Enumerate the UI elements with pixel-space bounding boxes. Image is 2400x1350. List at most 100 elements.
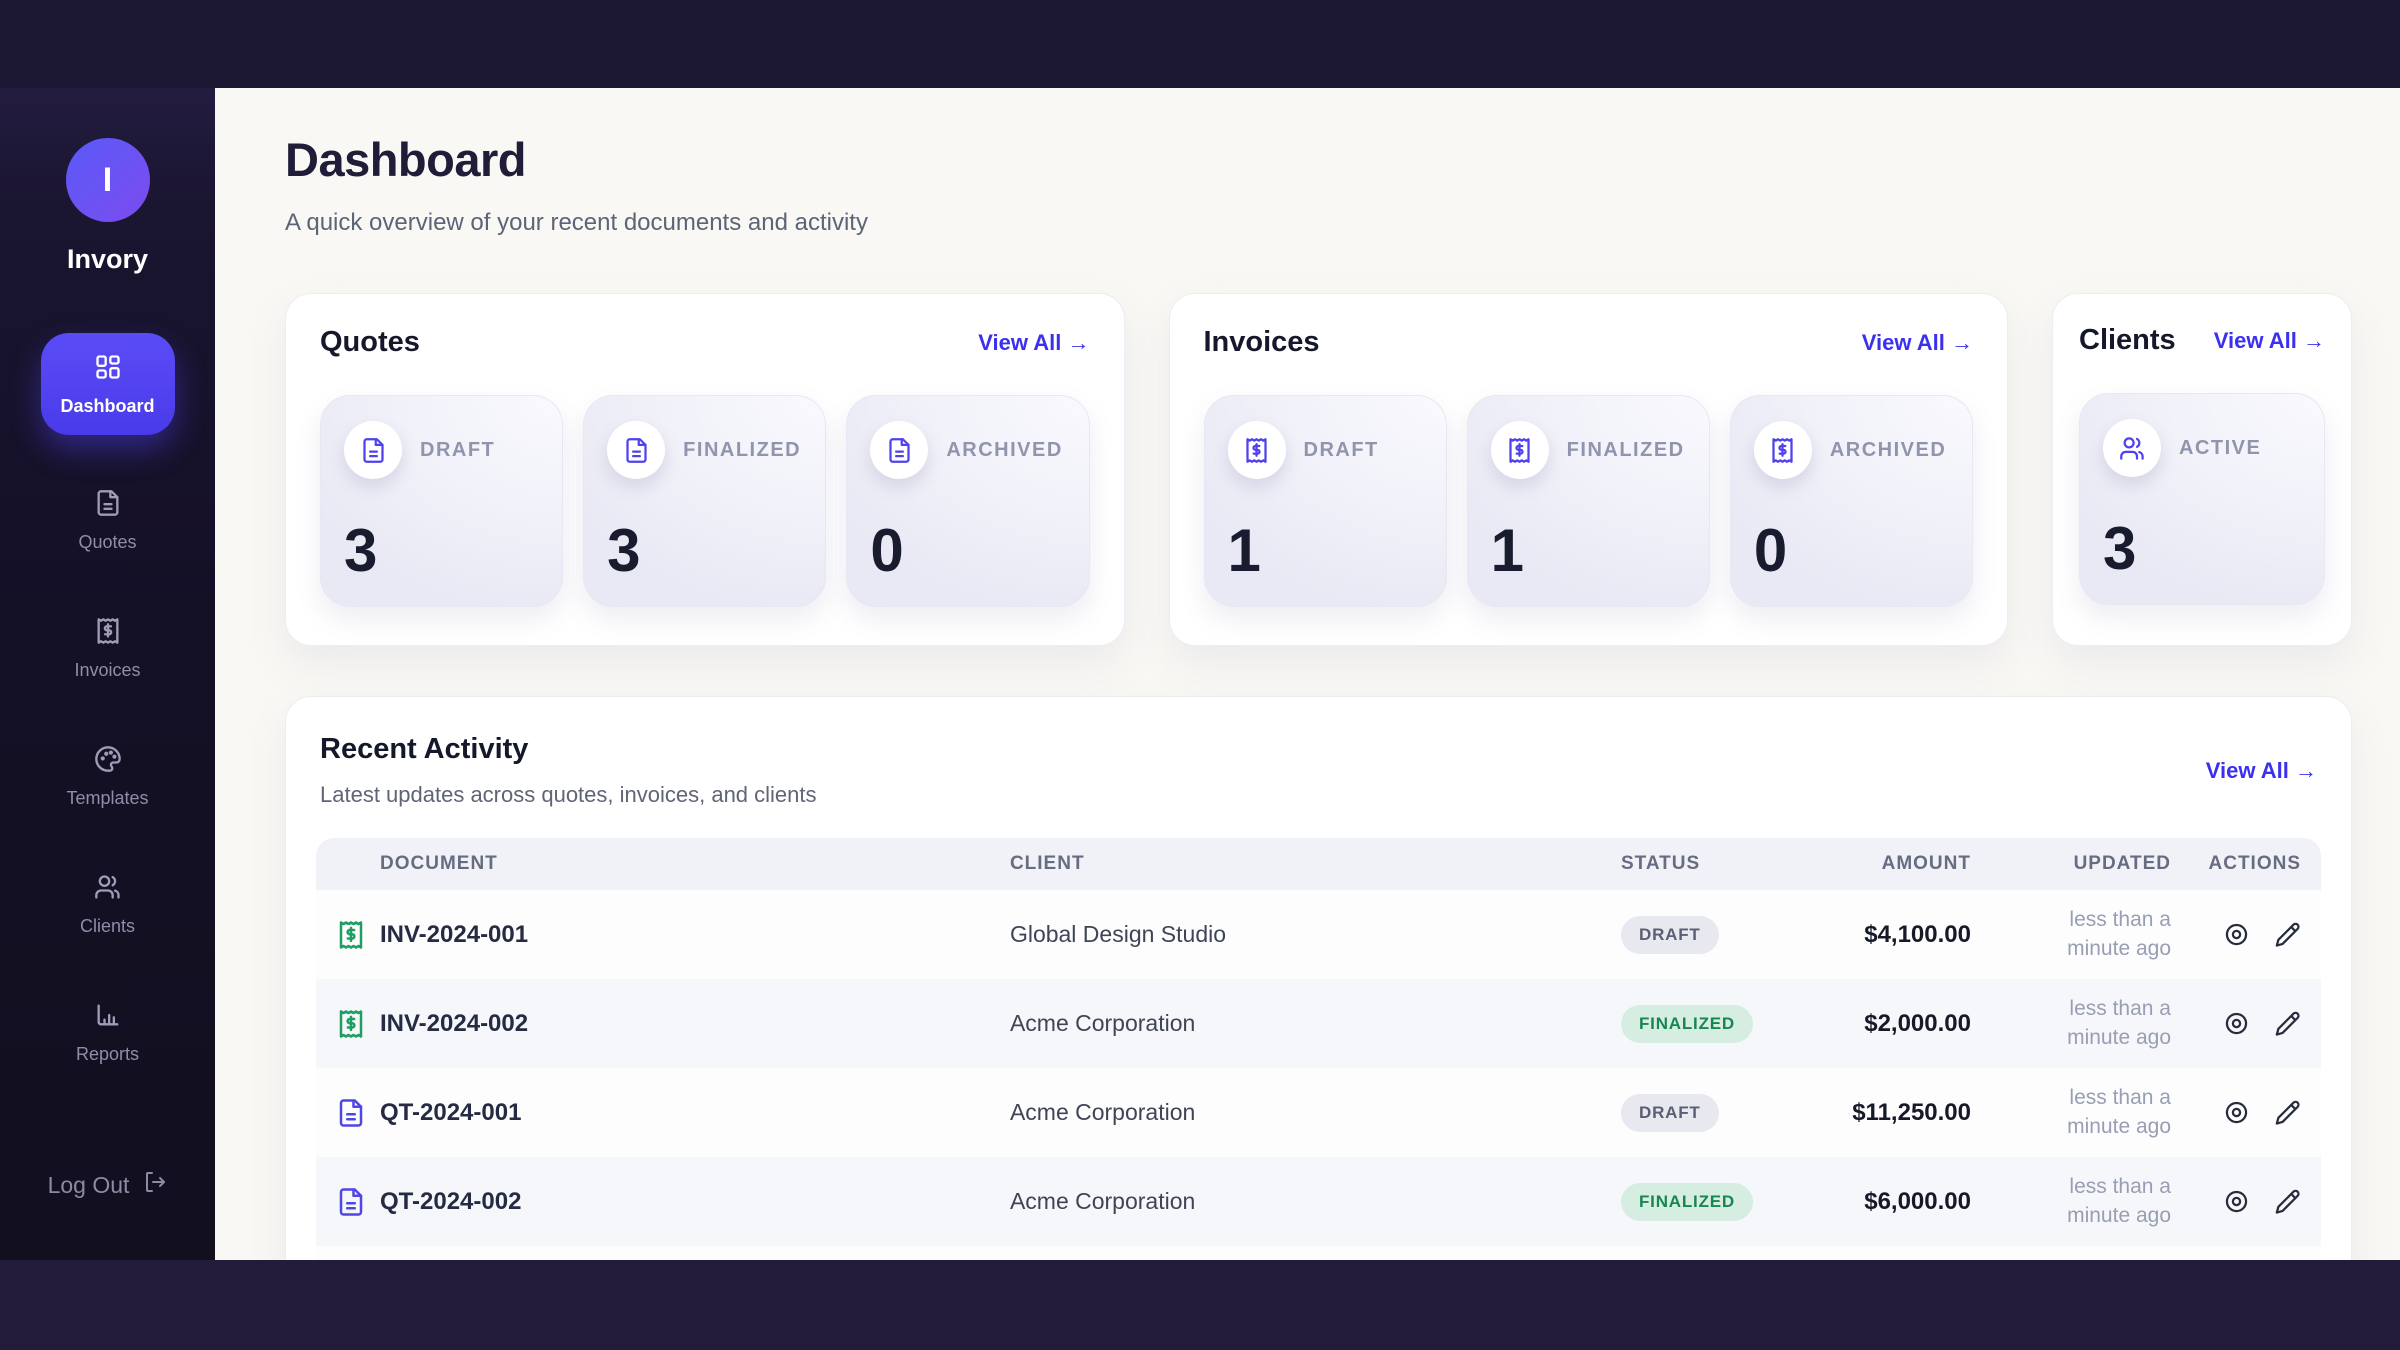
receipt-icon <box>1227 421 1286 479</box>
column-header-client: CLIENT <box>1009 853 1085 874</box>
quote-file-icon <box>336 1187 380 1217</box>
logout-label: Log Out <box>47 1171 130 1198</box>
updated-time: less than a minute ago <box>2067 1086 2171 1138</box>
stat-tile-quotes-finalized: FINALIZED 3 <box>583 395 827 607</box>
stat-label: FINALIZED <box>683 438 802 461</box>
users-icon <box>94 873 122 906</box>
sidebar-nav: Dashboard Quotes Invoices Templates Clie… <box>0 333 215 1075</box>
recent-activity-view-all-link[interactable]: View All → <box>2205 757 2317 783</box>
stat-value: 3 <box>607 517 641 584</box>
stat-tile-quotes-archived: ARCHIVED 0 <box>846 395 1090 607</box>
summary-cards-row: Quotes View All → DRAFT 3 <box>285 293 2352 646</box>
invoices-view-all-link[interactable]: View All → <box>1861 329 1973 355</box>
palette-icon <box>94 745 122 778</box>
recent-activity-subtitle: Latest updates across quotes, invoices, … <box>320 782 817 807</box>
document-id: INV-2024-002 <box>380 1009 529 1037</box>
stat-label: DRAFT <box>1303 438 1379 461</box>
amount-value: $11,250.00 <box>1852 1098 1971 1126</box>
stat-tile-invoices-finalized: FINALIZED 1 <box>1466 395 1710 607</box>
dashboard-icon <box>94 353 122 386</box>
clients-view-all-link[interactable]: View All → <box>2213 327 2325 353</box>
stat-label: ACTIVE <box>2179 436 2262 459</box>
view-button[interactable] <box>2223 1188 2250 1215</box>
table-row[interactable]: INV-2024-002 Acme Corporation FINALIZED … <box>316 979 2321 1068</box>
table-row[interactable]: INV-2024-001 Global Design Studio DRAFT … <box>316 890 2321 979</box>
stat-value: 1 <box>1490 517 1525 584</box>
table-row[interactable]: QT-2024-001 Acme Corporation DRAFT $11,2… <box>316 1068 2321 1157</box>
app-name: Invory <box>66 244 149 274</box>
invoice-receipt-icon <box>336 1009 380 1039</box>
view-button[interactable] <box>2223 921 2250 948</box>
sidebar-item-label: Quotes <box>78 532 137 552</box>
file-text-icon <box>344 421 402 479</box>
stat-label: FINALIZED <box>1566 438 1685 461</box>
status-badge: FINALIZED <box>1621 1004 1753 1043</box>
invoices-summary-card: Invoices View All → DRAFT 1 <box>1168 293 2008 646</box>
status-badge: DRAFT <box>1621 915 1719 954</box>
sidebar-item-quotes[interactable]: Quotes <box>28 479 188 563</box>
column-header-amount: AMOUNT <box>1881 853 1971 874</box>
edit-button[interactable] <box>2274 1099 2301 1126</box>
client-name: Acme Corporation <box>1009 1099 1196 1125</box>
edit-button[interactable] <box>2274 921 2301 948</box>
stat-value: 3 <box>2103 515 2137 582</box>
logout-icon <box>143 1170 167 1200</box>
clients-summary-card: Clients View All → ACTIVE 3 <box>2052 293 2352 646</box>
receipt-icon <box>1753 421 1812 479</box>
sidebar-item-label: Reports <box>75 1044 140 1064</box>
edit-button[interactable] <box>2274 1010 2301 1037</box>
receipt-icon <box>94 617 122 650</box>
stat-label: DRAFT <box>420 438 496 461</box>
bottom-chrome-bar <box>0 1260 2400 1350</box>
sidebar-item-label: Invoices <box>74 660 141 680</box>
sidebar-item-label: Templates <box>66 788 149 808</box>
sidebar-item-label: Dashboard <box>60 396 155 416</box>
recent-activity-card: Recent Activity Latest updates across qu… <box>285 696 2352 1260</box>
sidebar-item-clients[interactable]: Clients <box>28 863 188 947</box>
sidebar-item-reports[interactable]: Reports <box>28 991 188 1075</box>
stat-tile-quotes-draft: DRAFT 3 <box>320 395 564 607</box>
sidebar-item-invoices[interactable]: Invoices <box>28 607 188 691</box>
table-row[interactable]: QT-2024-003 TechStart Inc. FINALIZED $70… <box>316 1246 2321 1260</box>
stat-value: 1 <box>1227 517 1261 584</box>
sidebar-item-templates[interactable]: Templates <box>28 735 188 819</box>
logout-button[interactable]: Log Out <box>48 1170 168 1200</box>
app-logo: I <box>65 138 150 222</box>
stat-tile-invoices-archived: ARCHIVED 0 <box>1729 395 1974 607</box>
stat-value: 0 <box>1753 517 1788 584</box>
edit-button[interactable] <box>2274 1188 2301 1215</box>
document-id: QT-2024-002 <box>380 1187 522 1215</box>
stat-label: ARCHIVED <box>1829 438 1947 461</box>
client-name: Global Design Studio <box>1009 921 1227 947</box>
page-subtitle: A quick overview of your recent document… <box>285 209 868 236</box>
column-header-actions: ACTIONS <box>2208 853 2301 874</box>
users-icon <box>2103 419 2161 477</box>
view-button[interactable] <box>2223 1099 2250 1126</box>
quote-file-icon <box>336 1098 380 1128</box>
updated-time: less than a minute ago <box>2067 908 2171 960</box>
logo-letter: I <box>102 160 113 199</box>
column-header-document: DOCUMENT <box>380 853 498 874</box>
amount-value: $4,100.00 <box>1864 920 1971 948</box>
quotes-view-all-link[interactable]: View All → <box>978 329 1090 355</box>
page-title: Dashboard <box>285 133 527 186</box>
client-name: Acme Corporation <box>1009 1010 1196 1036</box>
table-row[interactable]: QT-2024-002 Acme Corporation FINALIZED $… <box>316 1157 2321 1246</box>
quotes-summary-card: Quotes View All → DRAFT 3 <box>285 293 1125 646</box>
card-title: Clients <box>2079 324 2176 356</box>
card-title: Invoices <box>1203 326 1320 358</box>
stat-tile-clients-active: ACTIVE 3 <box>2079 393 2325 605</box>
file-text-icon <box>870 421 929 479</box>
sidebar-item-label: Clients <box>79 916 136 936</box>
view-button[interactable] <box>2223 1010 2250 1037</box>
recent-activity-title: Recent Activity <box>320 733 529 765</box>
sidebar-item-dashboard[interactable]: Dashboard <box>40 333 175 435</box>
document-id: INV-2024-001 <box>380 920 529 948</box>
column-header-status: STATUS <box>1621 853 1701 874</box>
amount-value: $2,000.00 <box>1864 1009 1971 1037</box>
card-title: Quotes <box>320 326 420 358</box>
receipt-icon <box>1490 421 1549 479</box>
status-badge: FINALIZED <box>1621 1182 1753 1221</box>
status-badge: DRAFT <box>1621 1093 1719 1132</box>
